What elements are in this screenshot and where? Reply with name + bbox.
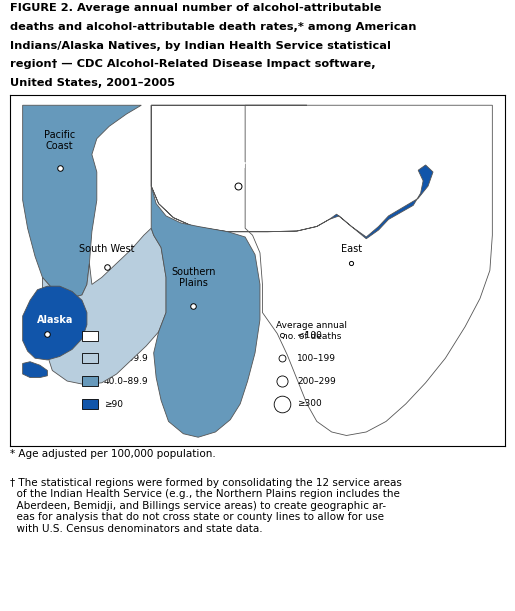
Polygon shape (23, 105, 141, 299)
Text: Southern
Plains: Southern Plains (171, 266, 215, 288)
Text: 30.0–39.9: 30.0–39.9 (104, 354, 148, 363)
Polygon shape (23, 362, 47, 378)
Text: <30.0: <30.0 (104, 331, 131, 340)
Text: FIGURE 2. Average annual number of alcohol-attributable: FIGURE 2. Average annual number of alcoh… (10, 3, 382, 13)
FancyBboxPatch shape (82, 331, 98, 341)
Text: <100: <100 (297, 331, 322, 340)
Polygon shape (42, 229, 166, 384)
Text: 100–199: 100–199 (297, 354, 336, 363)
FancyBboxPatch shape (82, 376, 98, 386)
Text: Average annual
death rate: Average annual death rate (71, 321, 142, 341)
Text: Indians/Alaska Natives, by Indian Health Service statistical: Indians/Alaska Natives, by Indian Health… (10, 40, 391, 51)
Polygon shape (151, 186, 260, 437)
Text: ≥90: ≥90 (104, 400, 123, 409)
FancyBboxPatch shape (82, 353, 98, 364)
Text: 40.0–89.9: 40.0–89.9 (104, 377, 148, 386)
Polygon shape (23, 286, 87, 360)
Text: † The statistical regions were formed by consolidating the 12 service areas
  of: † The statistical regions were formed by… (10, 478, 402, 534)
Text: * Age adjusted per 100,000 population.: * Age adjusted per 100,000 population. (10, 449, 216, 459)
Text: United States, 2001–2005: United States, 2001–2005 (10, 78, 175, 88)
Polygon shape (245, 105, 492, 436)
Text: Pacific
Coast: Pacific Coast (44, 130, 75, 151)
Text: Northern Plains: Northern Plains (199, 160, 297, 170)
Text: deaths and alcohol-attributable death rates,* among American: deaths and alcohol-attributable death ra… (10, 22, 417, 32)
Text: 200–299: 200–299 (297, 376, 336, 386)
Text: Average annual
no. of deaths: Average annual no. of deaths (277, 321, 348, 341)
Text: ≥300: ≥300 (297, 400, 322, 408)
Text: East: East (341, 244, 362, 254)
Text: South West: South West (79, 244, 134, 254)
Polygon shape (151, 105, 433, 239)
Text: region† — CDC Alcohol-Related Disease Impact software,: region† — CDC Alcohol-Related Disease Im… (10, 59, 376, 70)
FancyBboxPatch shape (82, 399, 98, 409)
Text: Alaska: Alaska (37, 315, 73, 324)
